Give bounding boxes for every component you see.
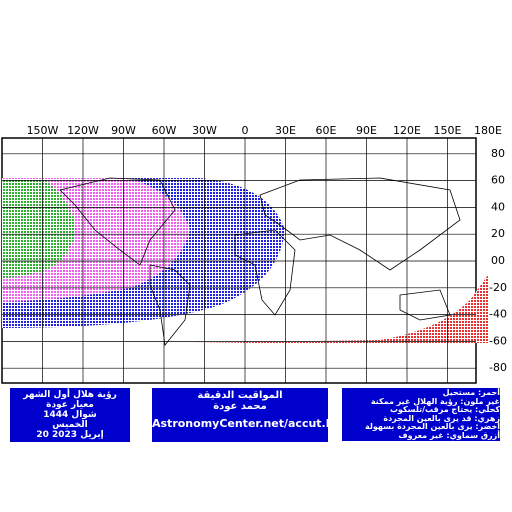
info-line: محمد عودة — [213, 401, 267, 412]
lat-label: 00 — [491, 254, 505, 267]
info-line: رؤية هلال أول الشهر — [23, 390, 117, 400]
lat-label: -20 — [489, 281, 507, 294]
lon-label: 60W — [152, 124, 177, 137]
lat-label: -40 — [489, 308, 507, 321]
lon-label: 90W — [111, 124, 136, 137]
lon-label: 180E — [474, 124, 502, 137]
middle-info-box: المواقيت الدقيقة محمد عودة AstronomyCenter… — [152, 388, 355, 442]
lon-label: 0 — [242, 124, 249, 137]
info-line: أخضر: يرى بالعين المجردة بسهولة — [365, 422, 500, 431]
green-zone — [2, 180, 76, 278]
lat-label: 60 — [491, 174, 505, 187]
lat-label: -80 — [489, 361, 507, 374]
lon-label: 90E — [356, 124, 377, 137]
coastlines — [59, 177, 461, 346]
info-line: 20 إبريل 2023 — [36, 430, 104, 440]
info-line: كحلي: يحتاج مرقب/تلسكوب — [389, 405, 500, 414]
lon-label: 30E — [275, 124, 296, 137]
info-line: المواقيت الدقيقة — [197, 390, 283, 401]
lat-label: 40 — [491, 200, 505, 213]
info-line: معيار عودة — [46, 400, 94, 410]
lon-label: 120W — [67, 124, 99, 137]
legend-box: أحمر: مستحيل غير ملون: رؤية الهلال غير مم… — [342, 388, 500, 441]
info-line: أحمر: مستحيل — [442, 388, 500, 397]
lon-label: 30W — [192, 124, 217, 137]
red-zone — [190, 275, 488, 343]
left-info-box: رؤية هلال أول الشهر معيار عودة شوال 1444 ال… — [10, 388, 130, 442]
lat-label: 80 — [491, 147, 505, 160]
info-line: زهري: قد يرى بالعين المجردة — [383, 413, 500, 423]
info-line: أزرق سماوي: غير معروف — [398, 430, 500, 440]
lat-label: 20 — [491, 227, 505, 240]
lon-label: 150W — [27, 124, 59, 137]
lat-label: -60 — [489, 334, 507, 347]
info-line: غير ملون: رؤية الهلال غير ممكنة — [370, 396, 500, 406]
lon-label: 150E — [434, 124, 462, 137]
lon-label: 60E — [316, 124, 337, 137]
info-line: AstronomyCenter.net/accut.html — [152, 417, 355, 430]
info-line: شوال 1444 — [43, 410, 97, 420]
info-line: الخميس — [52, 420, 88, 430]
lon-label: 120E — [393, 124, 421, 137]
